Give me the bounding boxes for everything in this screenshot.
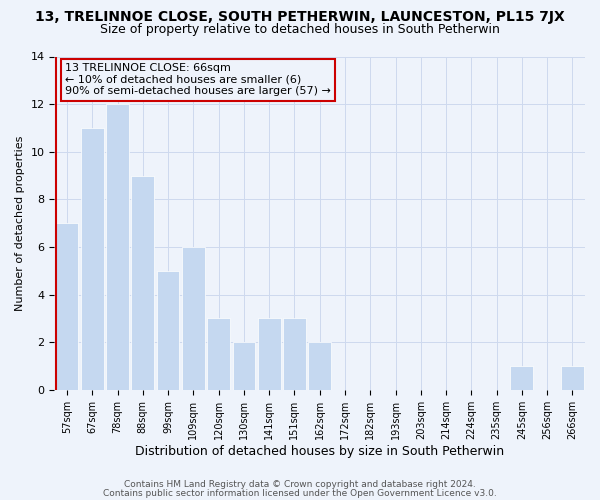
Bar bbox=[131, 176, 154, 390]
Bar bbox=[81, 128, 104, 390]
Text: Contains public sector information licensed under the Open Government Licence v3: Contains public sector information licen… bbox=[103, 488, 497, 498]
Text: Size of property relative to detached houses in South Petherwin: Size of property relative to detached ho… bbox=[100, 22, 500, 36]
Bar bbox=[56, 223, 79, 390]
Bar bbox=[182, 247, 205, 390]
Bar bbox=[233, 342, 255, 390]
Bar bbox=[283, 318, 306, 390]
Bar bbox=[157, 271, 179, 390]
Bar bbox=[561, 366, 584, 390]
Text: 13, TRELINNOE CLOSE, SOUTH PETHERWIN, LAUNCESTON, PL15 7JX: 13, TRELINNOE CLOSE, SOUTH PETHERWIN, LA… bbox=[35, 10, 565, 24]
X-axis label: Distribution of detached houses by size in South Petherwin: Distribution of detached houses by size … bbox=[135, 444, 504, 458]
Y-axis label: Number of detached properties: Number of detached properties bbox=[15, 136, 25, 311]
Bar bbox=[258, 318, 281, 390]
Bar bbox=[106, 104, 129, 390]
Bar bbox=[511, 366, 533, 390]
Text: 13 TRELINNOE CLOSE: 66sqm
← 10% of detached houses are smaller (6)
90% of semi-d: 13 TRELINNOE CLOSE: 66sqm ← 10% of detac… bbox=[65, 63, 331, 96]
Bar bbox=[308, 342, 331, 390]
Text: Contains HM Land Registry data © Crown copyright and database right 2024.: Contains HM Land Registry data © Crown c… bbox=[124, 480, 476, 489]
Bar bbox=[207, 318, 230, 390]
